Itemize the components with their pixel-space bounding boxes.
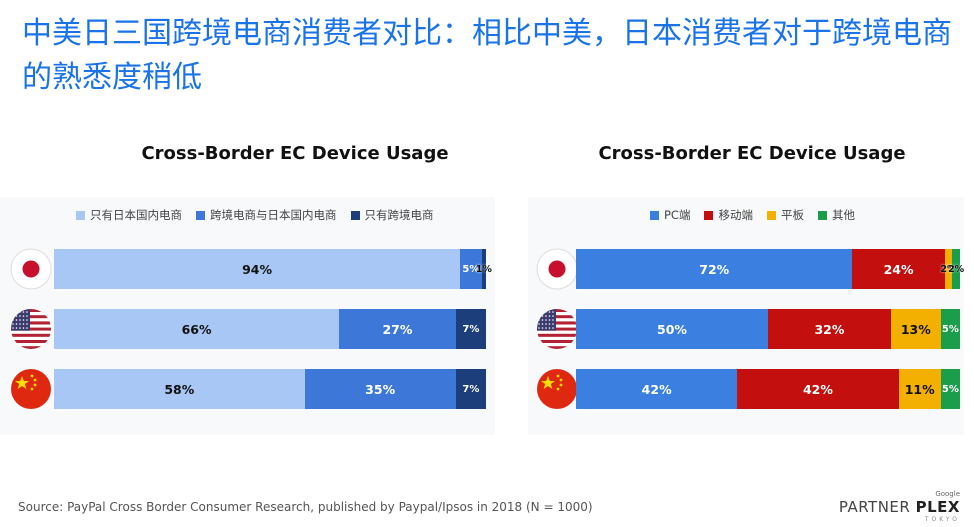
data-label: 2%: [948, 263, 965, 275]
right-chart-panel: PC端 移动端 平板 其他 72% 24% 2% 2% 50% 32% 13% 5% 42% 42% 11%…: [528, 197, 964, 435]
legend-label: 跨境电商与日本国内电商: [210, 208, 337, 222]
page-title: 中美日三国跨境电商消费者对比：相比中美，日本消费者对于跨境电商的熟悉度稍低: [22, 16, 952, 95]
partner-plex-logo: Google PARTNER PLEX TOKYO: [839, 490, 960, 523]
left-bar-segment: 66%: [54, 309, 340, 349]
japan-flag-icon: [536, 248, 578, 290]
right-bar-china: 42% 42% 11% 5%: [576, 369, 960, 409]
data-label: 32%: [814, 321, 845, 337]
right-bar-segment: 2%: [948, 249, 964, 289]
data-label: 2%: [940, 263, 957, 275]
right-bar-segment: 32%: [768, 309, 891, 349]
right-bar-segment: 42%: [737, 369, 899, 409]
right-bar-segment: 42%: [576, 369, 738, 409]
left-bar-segment: 7%: [455, 369, 486, 409]
right-legend-item: PC端: [650, 207, 690, 223]
left-bar-segment: 1%: [476, 249, 492, 289]
legend-label: 其他: [831, 208, 855, 222]
data-label: 42%: [802, 381, 833, 397]
legend-label: 只有跨境电商: [364, 208, 434, 222]
left-legend: 只有日本国内电商 跨境电商与日本国内电商 只有跨境电商: [76, 207, 448, 223]
legend-swatch: [704, 211, 714, 220]
usa-flag-icon: [536, 308, 578, 350]
right-legend-item: 其他: [817, 207, 855, 223]
legend-swatch: [766, 211, 776, 220]
data-label: 13%: [900, 321, 931, 337]
data-label: 1%: [475, 263, 492, 275]
right-bar-segment: 5%: [940, 309, 960, 349]
data-label: 42%: [641, 381, 672, 397]
data-label: 27%: [382, 321, 413, 337]
china-flag-icon: [536, 368, 578, 410]
left-bar-segment: 35%: [304, 369, 456, 409]
data-label: 72%: [699, 261, 730, 277]
china-flag-icon: [10, 368, 52, 410]
data-label: 7%: [462, 383, 480, 395]
right-bar-segment: 5%: [940, 369, 960, 409]
left-bar-segment: 27%: [339, 309, 456, 349]
left-legend-item: 跨境电商与日本国内电商: [196, 207, 337, 223]
data-label: 5%: [462, 263, 480, 275]
data-label: 50%: [657, 321, 687, 337]
left-legend-item: 只有日本国内电商: [76, 207, 182, 223]
legend-swatch: [817, 211, 827, 220]
source-note: Source: PayPal Cross Border Consumer Res…: [18, 500, 593, 514]
right-bar-japan: 72% 24% 2% 2%: [576, 249, 964, 289]
data-label: 5%: [941, 323, 959, 335]
logo-tokyo-text: TOKYO: [924, 516, 960, 523]
right-bar-segment: 13%: [890, 309, 941, 349]
right-bar-segment: 50%: [576, 309, 768, 349]
left-bar-usa: 66% 27% 7%: [54, 309, 486, 349]
right-bar-segment: 72%: [576, 249, 853, 289]
right-bar-segment: 2%: [940, 249, 957, 289]
right-bar-segment: 24%: [852, 249, 945, 289]
legend-label: 只有日本国内电商: [90, 208, 182, 222]
left-bar-segment: 7%: [455, 309, 486, 349]
data-label: 24%: [883, 261, 914, 277]
right-bar-usa: 50% 32% 13% 5%: [576, 309, 960, 349]
japan-flag-icon: [10, 248, 52, 290]
left-bar-china: 58% 35% 7%: [54, 369, 486, 409]
logo-google-text: Google: [935, 490, 960, 498]
legend-swatch: [76, 211, 85, 220]
legend-swatch: [196, 211, 205, 220]
left-legend-item: 只有跨境电商: [350, 207, 434, 223]
legend-swatch: [350, 211, 360, 220]
left-chart-panel: 只有日本国内电商 跨境电商与日本国内电商 只有跨境电商 94% 5% 1% 66% 27% 7%…: [0, 197, 495, 435]
left-bar-segment: 58%: [54, 369, 305, 409]
legend-label: PC端: [664, 208, 691, 222]
logo-plex-text: PLEX: [915, 498, 960, 516]
data-label: 94%: [242, 261, 272, 277]
legend-label: 移动端: [718, 208, 753, 222]
data-label: 35%: [365, 381, 396, 397]
right-legend: PC端 移动端 平板 其他: [650, 207, 869, 223]
data-label: 58%: [164, 381, 195, 397]
legend-label: 平板: [780, 208, 804, 222]
right-bar-segment: 11%: [898, 369, 941, 409]
right-chart-title: Cross-Border EC Device Usage: [598, 143, 906, 164]
usa-flag-icon: [10, 308, 52, 350]
left-chart-title: Cross-Border EC Device Usage: [141, 143, 449, 164]
data-label: 5%: [941, 383, 959, 395]
logo-partner-text: PARTNER: [838, 498, 911, 516]
data-label: 11%: [904, 381, 935, 397]
right-legend-item: 移动端: [704, 207, 753, 223]
legend-swatch: [650, 211, 659, 220]
left-bar-segment: 94%: [54, 249, 461, 289]
left-bar-segment: 5%: [460, 249, 482, 289]
data-label: 66%: [181, 321, 212, 337]
right-legend-item: 平板: [766, 207, 804, 223]
left-bar-japan: 94% 5% 1%: [54, 249, 492, 289]
data-label: 7%: [462, 323, 480, 335]
